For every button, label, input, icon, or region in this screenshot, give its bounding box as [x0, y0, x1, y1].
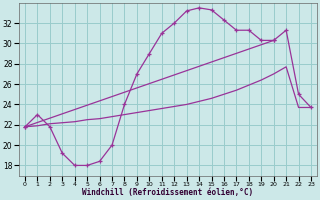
X-axis label: Windchill (Refroidissement éolien,°C): Windchill (Refroidissement éolien,°C) [83, 188, 253, 197]
